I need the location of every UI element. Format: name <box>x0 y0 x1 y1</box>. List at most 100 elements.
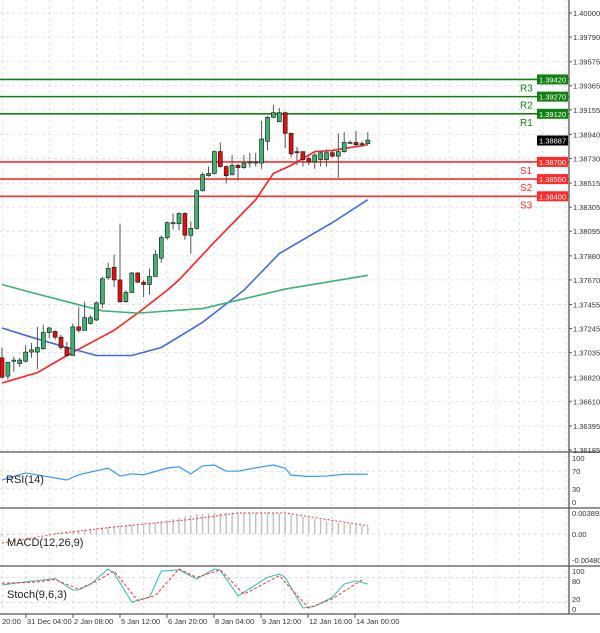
candle-body <box>335 151 341 157</box>
stoch-tick-label: 0 <box>572 605 576 614</box>
candle-body <box>23 351 28 362</box>
candle-body <box>141 281 146 285</box>
candle <box>259 120 264 169</box>
candle <box>265 116 270 151</box>
candle <box>141 279 146 298</box>
level-price-tag-label: 1.38400 <box>539 192 566 201</box>
stoch-tick-label: 20 <box>572 595 580 604</box>
candle <box>206 166 211 177</box>
candle <box>117 223 123 303</box>
candle <box>170 213 176 230</box>
moving-average-line-3 <box>1 274 368 314</box>
level-price-tag <box>537 174 568 185</box>
candle <box>271 104 276 119</box>
candle <box>46 326 52 339</box>
candle-body <box>105 268 111 278</box>
candle <box>40 324 46 350</box>
candle <box>23 345 28 363</box>
candle-body <box>282 112 288 134</box>
candle <box>129 271 135 293</box>
candle <box>330 150 335 158</box>
candle-body <box>88 317 93 324</box>
candle-body <box>247 161 253 164</box>
time-tick-label: 12 Jan 16:00 <box>309 617 352 626</box>
candle-body <box>276 112 282 123</box>
candle-body <box>176 213 182 225</box>
price-tick-label: 1.39790 <box>573 33 600 42</box>
candle <box>347 140 353 144</box>
candle <box>276 108 282 123</box>
candle <box>153 250 158 277</box>
level-label-s2: S2 <box>520 183 533 194</box>
candle-body <box>76 326 81 331</box>
price-tick-label: 1.37245 <box>573 325 600 334</box>
level-price-tag <box>537 74 568 85</box>
candle-body <box>129 272 135 293</box>
candle <box>0 347 5 379</box>
candle-body <box>159 237 164 259</box>
candle <box>5 362 11 380</box>
candle <box>176 212 182 231</box>
candle-body <box>100 278 105 305</box>
macd-tick-label: 0.00 <box>572 530 587 539</box>
time-tick-label: 20:00 <box>2 617 21 626</box>
level-price-tag <box>537 191 568 202</box>
price-tick-label: 1.38730 <box>573 154 600 163</box>
level-price-tag <box>537 91 568 102</box>
candle-body <box>365 139 371 144</box>
candle <box>11 356 17 372</box>
time-tick-label: 9 Jan 12:00 <box>262 617 301 626</box>
candle <box>341 132 347 153</box>
candle-body <box>341 142 347 152</box>
candle <box>218 142 223 168</box>
candle <box>164 221 170 240</box>
level-label-r1: R1 <box>520 118 533 129</box>
price-tick-label: 1.37880 <box>573 252 600 261</box>
candle-body <box>353 142 359 146</box>
price-tick-label: 1.39575 <box>573 58 600 67</box>
candle-body <box>324 152 329 160</box>
candle-body <box>11 359 17 362</box>
candle <box>58 334 64 350</box>
candle <box>70 323 76 356</box>
candle-body <box>241 162 247 168</box>
price-tick-label: 1.39365 <box>573 82 600 91</box>
rsi-panel: 100 70 30 0 <box>1 454 585 507</box>
stoch-main-line <box>1 568 368 609</box>
candle-body <box>347 142 353 144</box>
candle-body <box>164 222 170 238</box>
time-axis[interactable]: 20:00 31 Dec 04:00 2 Jan 08:00 5 Jan 12:00 6… <box>2 614 399 626</box>
candle-body <box>300 151 306 160</box>
candle-body <box>17 359 23 364</box>
stoch-signal-line <box>1 568 363 609</box>
level-price-tag-label: 1.38550 <box>539 175 566 184</box>
candle-body <box>135 272 140 283</box>
time-tick-label: 2 Jan 08:00 <box>74 617 113 626</box>
pivot-levels: R3 1.39420 R2 1.39270 R1 1.39120 S1 1.38700 S2 1.… <box>0 74 569 211</box>
candle-body <box>46 327 52 333</box>
candle-body <box>223 166 229 176</box>
time-tick-label: 6 Jan 20:00 <box>168 617 207 626</box>
level-price-tag-label: 1.39270 <box>539 93 566 102</box>
candle <box>353 130 359 146</box>
level-price-tag <box>537 156 568 167</box>
macd-tick-label: 0.003892 <box>572 509 600 518</box>
candle <box>88 315 93 325</box>
candle <box>365 132 371 145</box>
rsi-title: RSI(14) <box>6 474 44 486</box>
candle-body <box>111 267 117 281</box>
price-tick-label: 1.36610 <box>573 397 600 406</box>
time-tick-label: 31 Dec 04:00 <box>27 617 72 626</box>
candle-body <box>212 151 217 174</box>
grid <box>0 0 569 613</box>
candle-body <box>147 276 152 285</box>
candle-body <box>182 213 188 236</box>
candle-body <box>117 279 123 302</box>
price-axis[interactable]: 1.40000 1.39790 1.39575 1.39365 1.39155 1.389… <box>537 9 600 455</box>
candle <box>35 326 40 370</box>
level-label-s3: S3 <box>520 200 533 211</box>
candle <box>324 149 329 167</box>
stoch-tick-label: 80 <box>572 577 580 586</box>
